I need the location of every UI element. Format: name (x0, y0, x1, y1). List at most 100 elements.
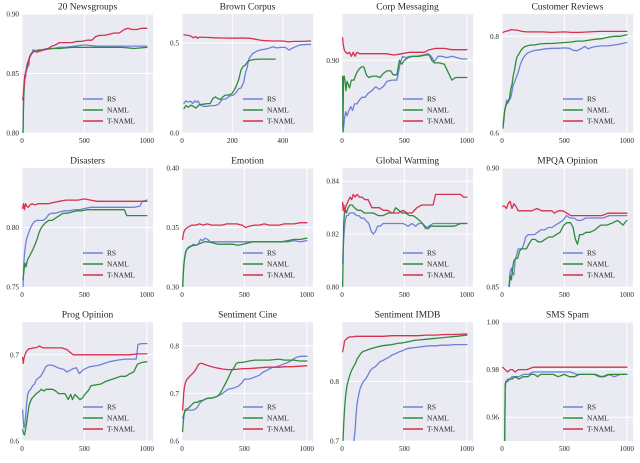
plot-area (502, 168, 633, 287)
legend-label-t-naml: T-NAML (427, 271, 456, 280)
legend-label-rs: RS (587, 249, 596, 258)
y-tick-label: 0.85 (6, 70, 19, 78)
legend-label-rs: RS (267, 249, 276, 258)
series-line-t-naml (342, 37, 468, 57)
y-tick-label: 0.6 (490, 130, 499, 138)
y-tick-label: 0.40 (166, 165, 179, 173)
legend-label-t-naml: T-NAML (107, 271, 136, 280)
legend: RS NAML T-NAML (403, 249, 456, 280)
subplot-disasters: 0.75 0.80 0 500 1000 Disasters RS NAML T-NAML (0, 154, 160, 308)
y-tick-label: 0.80 (6, 224, 19, 232)
chart-title: Emotion (231, 157, 264, 167)
legend-label-t-naml: T-NAML (267, 271, 296, 280)
chart-title: Customer Reviews (531, 3, 603, 13)
x-tick-label: 400 (277, 137, 288, 145)
legend-label-naml: NAML (427, 414, 449, 423)
y-tick-label: 0.85 (486, 284, 499, 292)
legend-label-naml: NAML (107, 106, 129, 115)
legend: RS NAML T-NAML (83, 95, 136, 126)
series-line-rs (182, 355, 308, 419)
series-line-rs (22, 199, 148, 287)
legend-label-t-naml: T-NAML (587, 425, 616, 434)
chart-canvas-sentiment-imdb: 0.7 0.8 0 500 1000 Sentiment IMDB RS NAML T-NAML (330, 311, 474, 454)
series-line-t-naml (502, 366, 628, 373)
x-tick-label: 1000 (140, 291, 155, 299)
x-tick-label: 1000 (140, 137, 155, 145)
legend: RS NAML T-NAML (403, 403, 456, 434)
legend-label-rs: RS (267, 95, 276, 104)
y-tick-label: 0.8 (490, 33, 499, 41)
legend-label-t-naml: T-NAML (587, 271, 616, 280)
x-tick-label: 0 (180, 291, 184, 299)
x-tick-label: 500 (399, 291, 410, 299)
y-tick-label: 0.90 (326, 57, 339, 65)
legend-label-rs: RS (107, 403, 116, 412)
x-tick-label: 500 (559, 291, 570, 299)
subplot-mpqa-opinion: 0.85 0.90 0 500 1000 MPQA Opinion RS NAML T-NAML (480, 154, 640, 308)
series-line-naml (22, 361, 148, 436)
chart-canvas-sms-spam: 0.96 0.98 1.00 0 500 1000 SMS Spam RS NAML T-NAML (486, 311, 634, 454)
subplot-corp-messaging: 0.90 0 500 1000 Corp Messaging RS NAML T-NAML (320, 0, 480, 154)
x-tick-label: 500 (79, 291, 90, 299)
chart-title: Corp Messaging (376, 3, 439, 13)
x-tick-label: 500 (399, 137, 410, 145)
y-tick-label: 0.8 (170, 342, 179, 350)
x-tick-label: 0 (20, 137, 24, 145)
series-line-t-naml (22, 345, 148, 365)
chart-title: Disasters (70, 157, 105, 167)
y-tick-label: 0.98 (486, 366, 499, 374)
y-tick-label: 0.84 (326, 178, 339, 186)
y-tick-label: 0.30 (166, 284, 179, 292)
series-line-t-naml (342, 333, 468, 353)
chart-canvas-brown-corpus: 0.0 0.5 0 200 400 Brown Corpus RS NAML T-NAML (170, 3, 313, 145)
series-line-t-naml (502, 200, 628, 217)
x-tick-label: 1000 (140, 445, 155, 453)
y-tick-label: 0.5 (170, 39, 179, 47)
series-line-naml (22, 209, 148, 281)
x-tick-label: 500 (79, 137, 90, 145)
y-tick-label: 0.8 (330, 378, 339, 386)
chart-canvas-global-warming: 0.80 0.82 0.84 0 500 1000 Global Warming RS NAML… (326, 157, 474, 300)
legend-label-naml: NAML (427, 260, 449, 269)
x-tick-label: 0 (20, 291, 24, 299)
legend-label-naml: NAML (587, 260, 609, 269)
series-line-rs (508, 214, 628, 287)
y-tick-label: 0.75 (6, 284, 19, 292)
chart-title: Brown Corpus (220, 3, 276, 13)
subplot-global-warming: 0.80 0.82 0.84 0 500 1000 Global Warming RS NAML… (320, 154, 480, 308)
series-line-naml (342, 204, 468, 287)
x-tick-label: 200 (227, 137, 238, 145)
series-line-naml (502, 34, 628, 129)
legend-label-rs: RS (267, 403, 276, 412)
legend-label-t-naml: T-NAML (267, 425, 296, 434)
legend-label-t-naml: T-NAML (587, 117, 616, 126)
plot-area (502, 14, 633, 133)
series-line-rs (342, 212, 468, 264)
y-tick-label: 0.6 (170, 438, 179, 446)
x-tick-label: 1000 (460, 137, 475, 145)
series-line-t-naml (182, 222, 308, 241)
series-line-naml (504, 373, 628, 441)
y-tick-label: 0.6 (10, 438, 19, 446)
chart-canvas-customer-reviews: 0.6 0.8 0 500 1000 Customer Reviews RS NAML T-NA… (490, 3, 634, 146)
subplot-sentiment-cine: 0.6 0.7 0.8 0 500 1000 Sentiment Cine RS NAML T-N… (160, 308, 320, 462)
chart-canvas-mpqa-opinion: 0.85 0.90 0 500 1000 MPQA Opinion RS NAML T-NAML (486, 157, 634, 300)
legend-label-rs: RS (427, 249, 436, 258)
x-tick-label: 0 (340, 137, 344, 145)
x-tick-label: 500 (239, 291, 250, 299)
subplot-prog-opinion: 0.6 0.7 0 500 1000 Prog Opinion RS NAML T-NAML (0, 308, 160, 462)
subplot-customer-reviews: 0.6 0.8 0 500 1000 Customer Reviews RS NAML T-NA… (480, 0, 640, 154)
legend-label-naml: NAML (587, 414, 609, 423)
x-tick-label: 0 (180, 445, 184, 453)
legend-label-rs: RS (107, 249, 116, 258)
legend-label-naml: NAML (587, 106, 609, 115)
chart-title: Prog Opinion (62, 311, 114, 321)
y-tick-label: 0.82 (326, 231, 339, 239)
x-tick-label: 500 (399, 445, 410, 453)
legend: RS NAML T-NAML (403, 95, 456, 126)
y-tick-label: 0.7 (170, 390, 179, 398)
series-line-t-naml (182, 362, 308, 411)
legend-label-rs: RS (107, 95, 116, 104)
legend-label-t-naml: T-NAML (107, 425, 136, 434)
